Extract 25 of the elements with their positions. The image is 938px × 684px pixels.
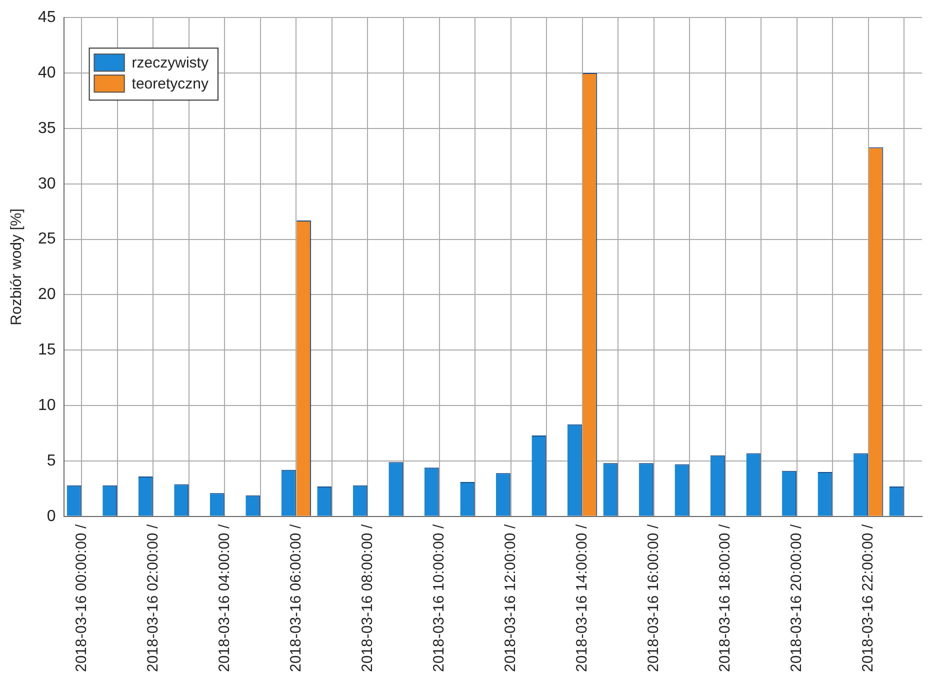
- x-tick-label: 2018-03-16 20:00:00 /: [788, 524, 805, 672]
- x-tick-label: 2018-03-16 12:00:00 /: [502, 524, 519, 672]
- x-tick-label: 2018-03-16 10:00:00 /: [430, 524, 448, 672]
- x-tick-label: 2018-03-16 18:00:00 /: [716, 524, 734, 672]
- y-tick-label: 0: [46, 508, 56, 525]
- x-tick-label: 2018-03-16 06:00:00 /: [287, 524, 304, 672]
- y-tick-label: 40: [38, 64, 56, 82]
- x-tick-label: 2018-03-16 02:00:00 /: [144, 524, 162, 672]
- y-tick-label: 20: [38, 286, 56, 304]
- y-tick-label: 35: [38, 120, 56, 137]
- y-tick-label: 5: [46, 452, 56, 470]
- legend-label: teoretyczny: [132, 76, 209, 93]
- legend-label: rzeczywisty: [132, 54, 209, 72]
- x-tick-label: 2018-03-16 04:00:00 /: [216, 524, 233, 672]
- x-tick-label: 2018-03-16 14:00:00 /: [573, 524, 590, 672]
- y-tick-label: 25: [38, 230, 56, 248]
- x-tick-label: 2018-03-16 00:00:00 /: [72, 524, 90, 672]
- y-tick-label: 10: [38, 396, 56, 414]
- y-axis-title: Rozbiór wody [%]: [8, 208, 26, 326]
- y-tick-label: 30: [38, 175, 56, 192]
- x-tick-label: 2018-03-16 08:00:00 /: [358, 524, 376, 672]
- y-tick-label: 45: [38, 9, 56, 26]
- y-tick-label: 15: [38, 342, 56, 359]
- x-tick-label: 2018-03-16 16:00:00 /: [644, 524, 662, 672]
- x-tick-label: 2018-03-16 22:00:00 /: [860, 524, 877, 672]
